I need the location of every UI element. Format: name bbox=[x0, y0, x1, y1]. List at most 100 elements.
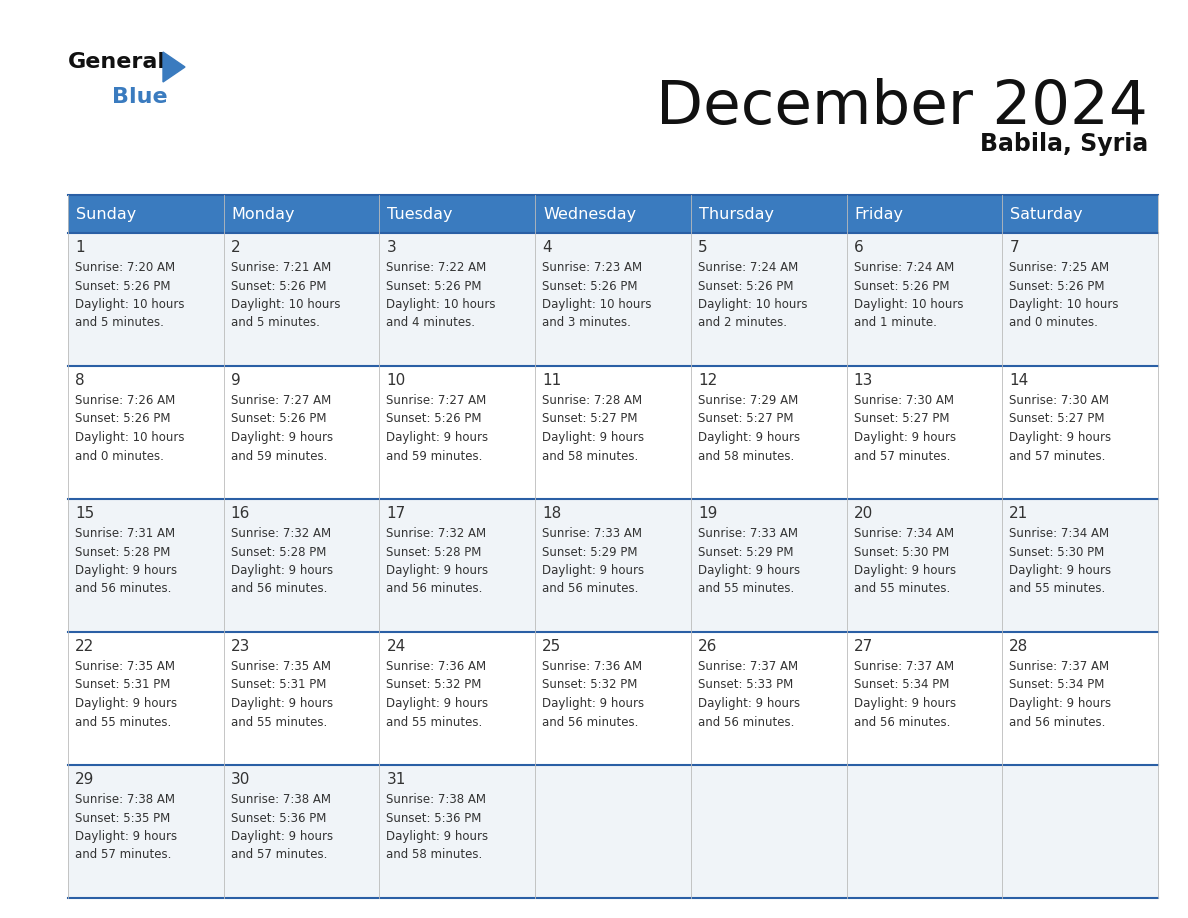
Text: Sunrise: 7:31 AM: Sunrise: 7:31 AM bbox=[75, 527, 175, 540]
Text: Sunrise: 7:37 AM: Sunrise: 7:37 AM bbox=[697, 660, 798, 673]
Text: and 0 minutes.: and 0 minutes. bbox=[75, 450, 164, 463]
Text: Sunrise: 7:24 AM: Sunrise: 7:24 AM bbox=[697, 261, 798, 274]
Text: Tuesday: Tuesday bbox=[387, 207, 453, 221]
Text: 31: 31 bbox=[386, 772, 406, 787]
Bar bbox=[223, 765, 379, 898]
Text: Sunset: 5:28 PM: Sunset: 5:28 PM bbox=[75, 545, 170, 558]
Text: 25: 25 bbox=[542, 639, 562, 654]
Text: Babila, Syria: Babila, Syria bbox=[980, 132, 1148, 156]
Text: and 56 minutes.: and 56 minutes. bbox=[230, 583, 327, 596]
Text: Sunrise: 7:35 AM: Sunrise: 7:35 AM bbox=[230, 660, 330, 673]
Text: Sunset: 5:26 PM: Sunset: 5:26 PM bbox=[853, 279, 949, 293]
Bar bbox=[691, 765, 847, 898]
Text: Sunset: 5:26 PM: Sunset: 5:26 PM bbox=[542, 279, 638, 293]
Text: Sunset: 5:27 PM: Sunset: 5:27 PM bbox=[542, 412, 638, 426]
Text: Daylight: 9 hours: Daylight: 9 hours bbox=[386, 830, 488, 843]
Text: Daylight: 9 hours: Daylight: 9 hours bbox=[1010, 564, 1112, 577]
Text: 3: 3 bbox=[386, 240, 396, 255]
Text: and 55 minutes.: and 55 minutes. bbox=[386, 715, 482, 729]
Text: and 57 minutes.: and 57 minutes. bbox=[1010, 450, 1106, 463]
Text: Sunrise: 7:33 AM: Sunrise: 7:33 AM bbox=[697, 527, 798, 540]
Text: Daylight: 9 hours: Daylight: 9 hours bbox=[230, 564, 333, 577]
Bar bbox=[379, 233, 535, 366]
Bar bbox=[535, 765, 691, 898]
Text: Daylight: 9 hours: Daylight: 9 hours bbox=[697, 431, 800, 444]
Text: and 5 minutes.: and 5 minutes. bbox=[75, 317, 164, 330]
Text: Sunset: 5:34 PM: Sunset: 5:34 PM bbox=[1010, 678, 1105, 691]
Text: Sunset: 5:33 PM: Sunset: 5:33 PM bbox=[697, 678, 794, 691]
Text: 18: 18 bbox=[542, 506, 562, 521]
Text: Sunrise: 7:21 AM: Sunrise: 7:21 AM bbox=[230, 261, 331, 274]
Text: Friday: Friday bbox=[854, 207, 904, 221]
Text: Sunset: 5:32 PM: Sunset: 5:32 PM bbox=[386, 678, 482, 691]
Text: and 56 minutes.: and 56 minutes. bbox=[853, 715, 950, 729]
Text: 23: 23 bbox=[230, 639, 251, 654]
Text: 28: 28 bbox=[1010, 639, 1029, 654]
Text: Sunrise: 7:38 AM: Sunrise: 7:38 AM bbox=[386, 793, 486, 806]
Text: and 58 minutes.: and 58 minutes. bbox=[697, 450, 794, 463]
Text: 2: 2 bbox=[230, 240, 240, 255]
Text: Daylight: 9 hours: Daylight: 9 hours bbox=[542, 697, 644, 710]
Text: Daylight: 10 hours: Daylight: 10 hours bbox=[542, 298, 652, 311]
Text: Sunrise: 7:36 AM: Sunrise: 7:36 AM bbox=[386, 660, 487, 673]
Text: 26: 26 bbox=[697, 639, 718, 654]
Text: Sunset: 5:29 PM: Sunset: 5:29 PM bbox=[697, 545, 794, 558]
Text: Sunset: 5:30 PM: Sunset: 5:30 PM bbox=[1010, 545, 1105, 558]
Text: 4: 4 bbox=[542, 240, 551, 255]
Text: Saturday: Saturday bbox=[1010, 207, 1083, 221]
Text: Sunrise: 7:30 AM: Sunrise: 7:30 AM bbox=[853, 394, 954, 407]
Text: Daylight: 9 hours: Daylight: 9 hours bbox=[230, 431, 333, 444]
Text: 14: 14 bbox=[1010, 373, 1029, 388]
Text: Sunset: 5:35 PM: Sunset: 5:35 PM bbox=[75, 812, 170, 824]
Bar bbox=[223, 195, 379, 233]
Text: and 0 minutes.: and 0 minutes. bbox=[1010, 317, 1098, 330]
Text: Sunset: 5:26 PM: Sunset: 5:26 PM bbox=[75, 412, 171, 426]
Text: Sunset: 5:26 PM: Sunset: 5:26 PM bbox=[386, 412, 482, 426]
Text: 20: 20 bbox=[853, 506, 873, 521]
Text: 24: 24 bbox=[386, 639, 405, 654]
Text: and 56 minutes.: and 56 minutes. bbox=[386, 583, 482, 596]
Bar bbox=[379, 632, 535, 765]
Text: Daylight: 10 hours: Daylight: 10 hours bbox=[386, 298, 495, 311]
Text: Daylight: 9 hours: Daylight: 9 hours bbox=[1010, 697, 1112, 710]
Bar bbox=[68, 499, 223, 632]
Text: and 2 minutes.: and 2 minutes. bbox=[697, 317, 786, 330]
Text: Daylight: 9 hours: Daylight: 9 hours bbox=[697, 697, 800, 710]
Text: Daylight: 9 hours: Daylight: 9 hours bbox=[230, 697, 333, 710]
Text: Sunset: 5:34 PM: Sunset: 5:34 PM bbox=[853, 678, 949, 691]
Bar bbox=[691, 233, 847, 366]
Text: Sunset: 5:31 PM: Sunset: 5:31 PM bbox=[75, 678, 170, 691]
Bar bbox=[1003, 233, 1158, 366]
Text: Sunrise: 7:37 AM: Sunrise: 7:37 AM bbox=[853, 660, 954, 673]
Text: 13: 13 bbox=[853, 373, 873, 388]
Text: Daylight: 9 hours: Daylight: 9 hours bbox=[542, 431, 644, 444]
Text: Daylight: 9 hours: Daylight: 9 hours bbox=[75, 564, 177, 577]
Text: 29: 29 bbox=[75, 772, 94, 787]
Text: and 58 minutes.: and 58 minutes. bbox=[386, 848, 482, 861]
Text: Daylight: 9 hours: Daylight: 9 hours bbox=[697, 564, 800, 577]
Text: Sunset: 5:26 PM: Sunset: 5:26 PM bbox=[386, 279, 482, 293]
Bar bbox=[847, 366, 1003, 499]
Text: Sunset: 5:27 PM: Sunset: 5:27 PM bbox=[1010, 412, 1105, 426]
Text: Daylight: 9 hours: Daylight: 9 hours bbox=[853, 431, 955, 444]
Text: and 55 minutes.: and 55 minutes. bbox=[1010, 583, 1106, 596]
Bar bbox=[1003, 366, 1158, 499]
Text: Sunset: 5:26 PM: Sunset: 5:26 PM bbox=[697, 279, 794, 293]
Bar bbox=[379, 366, 535, 499]
Bar bbox=[1003, 632, 1158, 765]
Text: Daylight: 10 hours: Daylight: 10 hours bbox=[230, 298, 340, 311]
Text: 8: 8 bbox=[75, 373, 84, 388]
Text: and 55 minutes.: and 55 minutes. bbox=[853, 583, 950, 596]
Bar bbox=[847, 195, 1003, 233]
Bar bbox=[68, 765, 223, 898]
Bar bbox=[691, 366, 847, 499]
Text: Sunset: 5:26 PM: Sunset: 5:26 PM bbox=[1010, 279, 1105, 293]
Bar bbox=[68, 233, 223, 366]
Text: Daylight: 9 hours: Daylight: 9 hours bbox=[386, 697, 488, 710]
Text: Sunday: Sunday bbox=[76, 207, 137, 221]
Bar bbox=[1003, 499, 1158, 632]
Text: Sunset: 5:36 PM: Sunset: 5:36 PM bbox=[230, 812, 326, 824]
Text: Sunrise: 7:34 AM: Sunrise: 7:34 AM bbox=[1010, 527, 1110, 540]
Bar bbox=[847, 233, 1003, 366]
Text: and 57 minutes.: and 57 minutes. bbox=[853, 450, 950, 463]
